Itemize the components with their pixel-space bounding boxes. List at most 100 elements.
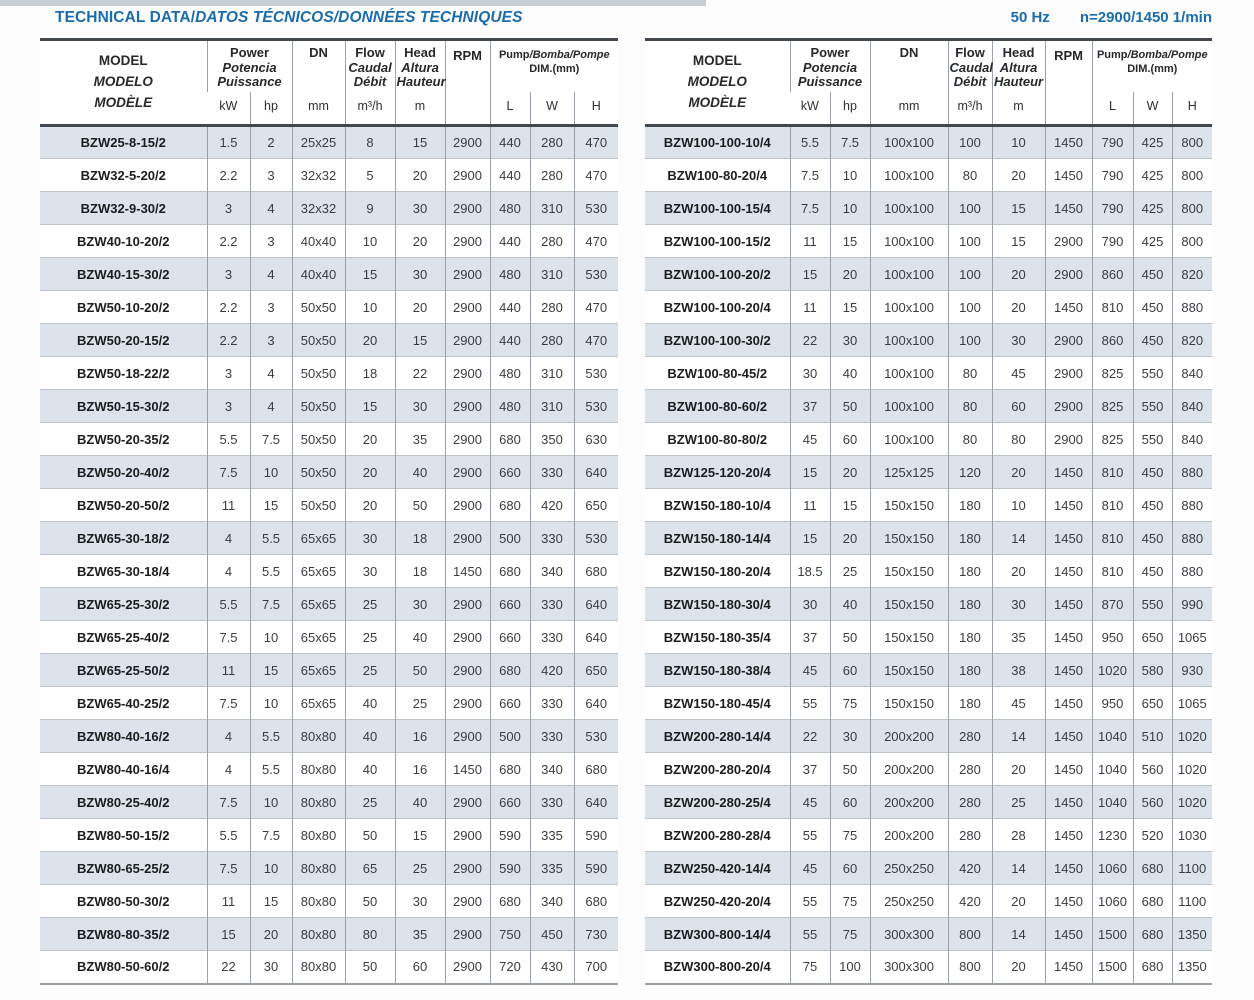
speed-value: n=2900/1450 1/min	[1079, 9, 1212, 26]
column-header-model: MODEL MODELO MODÈLE	[40, 39, 207, 126]
value-cell: 1030	[1171, 818, 1213, 852]
value-cell: 30	[789, 356, 830, 390]
value-cell: 11	[789, 224, 830, 258]
value-cell: 4	[206, 521, 250, 555]
value-cell: 480	[489, 191, 531, 225]
value-cell: 20	[344, 422, 396, 456]
value-cell: 15	[829, 224, 871, 258]
value-cell: 650	[573, 488, 619, 522]
value-cell: 2900	[1044, 224, 1093, 258]
value-cell: 5.5	[249, 521, 293, 555]
value-cell: 800	[1171, 191, 1213, 225]
value-cell: 4	[249, 389, 293, 423]
value-cell: 180	[947, 686, 993, 720]
value-cell: 5.5	[206, 587, 250, 621]
value-cell: 3	[206, 389, 250, 423]
value-cell: 100x100	[869, 290, 949, 324]
value-cell: 30	[394, 389, 446, 423]
value-cell: 3	[249, 290, 293, 324]
value-cell: 40	[394, 455, 446, 489]
model-cell: BZW80-25-40/2	[40, 785, 207, 819]
table-row: BZW100-100-15/4 7.5 10 100x100 100 15 1450 790 4…	[645, 191, 1213, 225]
table-row: BZW32-9-30/2 3 4 32x32 9 30 2900 480 310 530	[40, 191, 619, 225]
value-cell: 810	[1091, 554, 1134, 588]
value-cell: 10	[344, 224, 396, 258]
value-cell: 50x50	[291, 356, 346, 390]
model-cell: BZW150-180-14/4	[645, 521, 790, 555]
table-row: BZW100-100-20/2 15 20 100x100 100 20 2900 860 45…	[645, 257, 1213, 291]
model-cell: BZW80-50-15/2	[40, 818, 207, 852]
value-cell: 14	[991, 917, 1046, 951]
model-cell: BZW200-280-25/4	[645, 785, 790, 819]
value-cell: 425	[1132, 124, 1173, 159]
table-row: BZW50-20-40/2 7.5 10 50x50 20 40 2900 660 330 640	[40, 455, 619, 489]
value-cell: 100x100	[869, 257, 949, 291]
value-cell: 20	[344, 323, 396, 357]
value-cell: 10	[249, 851, 293, 885]
model-cell: BZW200-280-20/4	[645, 752, 790, 786]
value-cell: 280	[947, 818, 993, 852]
value-cell: 80	[947, 389, 993, 423]
value-cell: 100	[829, 950, 871, 984]
value-cell: 20	[991, 257, 1046, 291]
value-cell: 180	[947, 653, 993, 687]
value-cell: 50	[344, 950, 396, 984]
model-cell: BZW65-30-18/2	[40, 521, 207, 555]
value-cell: 65x65	[291, 554, 346, 588]
value-cell: 80x80	[291, 818, 346, 852]
value-cell: 650	[1132, 686, 1173, 720]
table-row: BZW32-5-20/2 2.2 3 32x32 5 20 2900 440 280 470	[40, 158, 619, 192]
value-cell: 4	[249, 257, 293, 291]
value-cell: 860	[1091, 323, 1134, 357]
value-cell: 40	[344, 752, 396, 786]
value-cell: 100x100	[869, 124, 949, 159]
value-cell: 20	[991, 554, 1046, 588]
table-row: BZW250-420-14/4 45 60 250x250 420 14 1450 1060 6…	[645, 851, 1213, 885]
value-cell: 330	[529, 686, 575, 720]
table-row: BZW100-100-15/2 11 15 100x100 100 15 2900 790 42…	[645, 224, 1213, 258]
value-cell: 75	[829, 818, 871, 852]
table-row: BZW80-50-60/2 22 30 80x80 50 60 2900 720 430 700	[40, 950, 619, 984]
value-cell: 100	[947, 323, 993, 357]
value-cell: 1020	[1091, 653, 1134, 687]
value-cell: 125x125	[869, 455, 949, 489]
value-cell: 310	[529, 356, 575, 390]
value-cell: 4	[206, 719, 250, 753]
value-cell: 15	[249, 488, 293, 522]
value-cell: 2900	[444, 851, 491, 885]
unit-kw: kW	[790, 91, 830, 126]
value-cell: 50	[344, 818, 396, 852]
value-cell: 470	[573, 158, 619, 192]
value-cell: 11	[206, 488, 250, 522]
unit-dim-l: L	[1091, 91, 1134, 126]
value-cell: 680	[489, 653, 531, 687]
table-row: BZW150-180-10/4 11 15 150x150 180 10 1450 810 45…	[645, 488, 1213, 522]
value-cell: 1450	[1044, 917, 1093, 951]
title-bar: TECHNICAL DATA/DATOS TÉCNICOS/DONNÉES TE…	[0, 9, 1254, 33]
value-cell: 950	[1091, 686, 1134, 720]
value-cell: 530	[573, 719, 619, 753]
value-cell: 7.5	[206, 620, 250, 654]
value-cell: 2900	[444, 686, 491, 720]
value-cell: 7.5	[206, 686, 250, 720]
table-row: BZW200-280-25/4 45 60 200x200 280 25 1450 1040 5…	[645, 785, 1213, 819]
value-cell: 7.5	[249, 587, 293, 621]
value-cell: 2900	[1044, 257, 1093, 291]
value-cell: 180	[947, 488, 993, 522]
unit-dim-h: H	[573, 91, 619, 126]
value-cell: 37	[789, 752, 830, 786]
value-cell: 45	[789, 653, 830, 687]
unit-head: m	[991, 91, 1046, 126]
model-cell: BZW150-180-35/4	[645, 620, 790, 654]
value-cell: 310	[529, 257, 575, 291]
value-cell: 640	[573, 455, 619, 489]
value-cell: 18.5	[789, 554, 830, 588]
value-cell: 880	[1171, 521, 1213, 555]
value-cell: 280	[947, 719, 993, 753]
table-row: BZW80-65-25/2 7.5 10 80x80 65 25 2900 590 335 590	[40, 851, 619, 885]
value-cell: 65x65	[291, 620, 346, 654]
value-cell: 340	[529, 884, 575, 918]
value-cell: 80	[991, 422, 1046, 456]
table-row: BZW65-30-18/4 4 5.5 65x65 30 18 1450 680 340 680	[40, 554, 619, 588]
value-cell: 150x150	[869, 686, 949, 720]
